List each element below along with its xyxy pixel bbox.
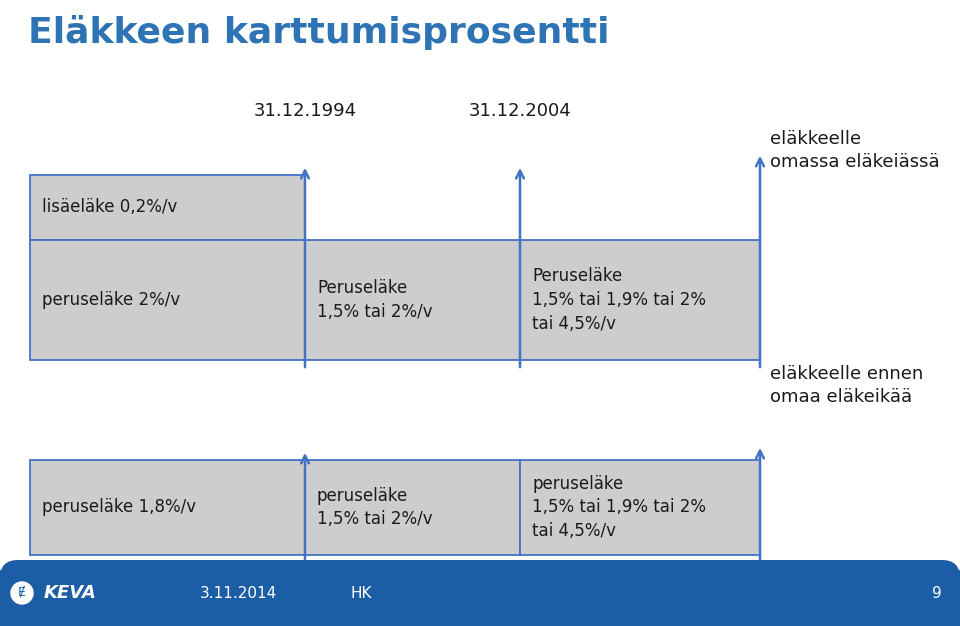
Bar [30, 175, 305, 240]
Text: eläkkeelle ennen
omaa eläkeikää: eläkkeelle ennen omaa eläkeikää [770, 365, 924, 406]
Bar [305, 240, 520, 360]
Text: eläkkeelle
omassa eläkeiässä: eläkkeelle omassa eläkeiässä [770, 130, 940, 171]
Text: peruseläke 1,8%/v: peruseläke 1,8%/v [42, 498, 196, 516]
Text: KEVA: KEVA [44, 584, 97, 602]
Text: Peruseläke
1,5% tai 1,9% tai 2%
tai 4,5%/v: Peruseläke 1,5% tai 1,9% tai 2% tai 4,5%… [532, 267, 706, 332]
Text: peruseläke
1,5% tai 2%/v: peruseläke 1,5% tai 2%/v [317, 486, 433, 528]
Bar [520, 460, 760, 555]
FancyBboxPatch shape [0, 560, 960, 626]
Text: Peruseläke
1,5% tai 2%/v: Peruseläke 1,5% tai 2%/v [317, 279, 433, 321]
Text: Eläkkeen karttumisprosentti: Eläkkeen karttumisprosentti [28, 15, 610, 50]
Text: 3.11.2014: 3.11.2014 [200, 585, 277, 600]
Circle shape [11, 582, 33, 604]
Bar [305, 460, 520, 555]
Text: 31.12.1994: 31.12.1994 [253, 102, 356, 120]
Text: Ɇ: Ɇ [18, 585, 26, 598]
Text: peruseläke
1,5% tai 1,9% tai 2%
tai 4,5%/v: peruseläke 1,5% tai 1,9% tai 2% tai 4,5%… [532, 475, 706, 540]
Text: lisäeläke 0,2%/v: lisäeläke 0,2%/v [42, 198, 178, 217]
Text: 31.12.2004: 31.12.2004 [468, 102, 571, 120]
Bar [520, 240, 760, 360]
Bar [30, 460, 305, 555]
Text: HK: HK [350, 585, 372, 600]
Bar [0, 570, 960, 626]
Text: 9: 9 [932, 585, 942, 600]
Text: peruseläke 2%/v: peruseläke 2%/v [42, 291, 180, 309]
Bar [30, 240, 305, 360]
